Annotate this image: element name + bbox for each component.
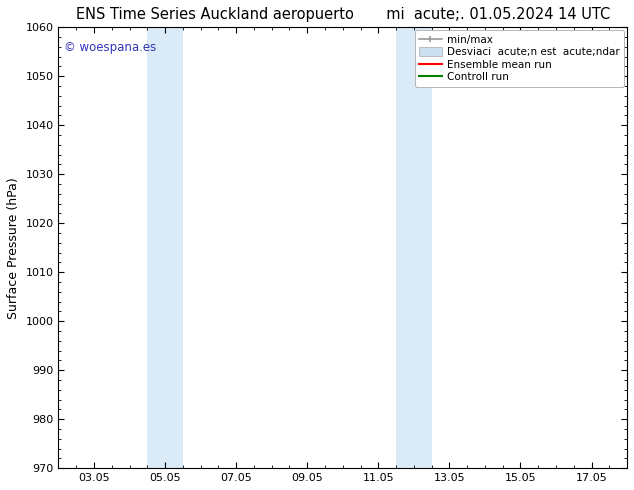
Text: © woespana.es: © woespana.es — [64, 41, 157, 53]
Y-axis label: Surface Pressure (hPa): Surface Pressure (hPa) — [7, 177, 20, 318]
Bar — [147, 27, 183, 468]
Bar — [396, 27, 432, 468]
Title: ENS Time Series Auckland aeropuerto       mi  acute;. 01.05.2024 14 UTC: ENS Time Series Auckland aeropuerto mi a… — [75, 7, 610, 22]
Legend: min/max, Desviaci  acute;n est  acute;ndar, Ensemble mean run, Controll run: min/max, Desviaci acute;n est acute;ndar… — [415, 30, 624, 87]
